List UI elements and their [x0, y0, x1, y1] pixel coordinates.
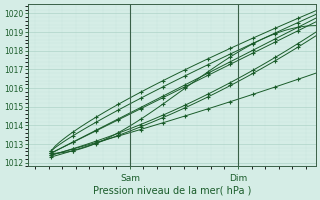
X-axis label: Pression niveau de la mer( hPa ): Pression niveau de la mer( hPa ) — [92, 186, 251, 196]
